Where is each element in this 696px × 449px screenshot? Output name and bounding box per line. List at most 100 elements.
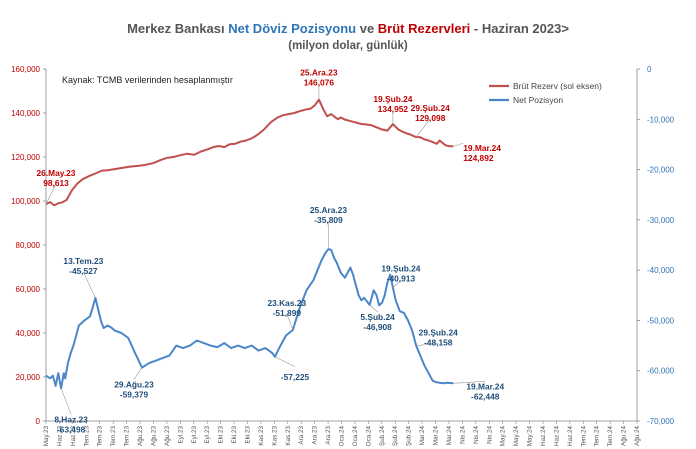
annotation-date: 25.Ara.23 xyxy=(310,205,348,215)
source-note: Kaynak: TCMB verilerinden hesaplanmıştır xyxy=(62,75,233,85)
annotation-date: 19.Mar.24 xyxy=(466,381,504,391)
annotation-value: -45,527 xyxy=(69,266,98,276)
x-tick-label: Ağu.24 xyxy=(621,426,628,446)
annotation-leader xyxy=(286,313,294,331)
x-tick-label: Şub.24 xyxy=(379,426,386,446)
x-tick-label: Ağu.23 xyxy=(150,426,157,446)
x-tick-label: Tem.23 xyxy=(124,426,131,447)
x-tick-label: Ara.23 xyxy=(312,426,319,445)
right-tick-label: -70,000 xyxy=(647,417,675,426)
x-tick-label: Mar.24 xyxy=(446,426,453,446)
right-tick-label: -60,000 xyxy=(647,367,675,376)
legend-reserve-label: Brüt Rezerv (sol eksen) xyxy=(513,81,602,91)
x-tick-label: Eki.23 xyxy=(218,426,225,444)
right-tick-label: -50,000 xyxy=(647,316,675,325)
x-tick-label: Oca.24 xyxy=(339,426,346,447)
annotation-leader xyxy=(133,367,143,380)
left-tick-label: 80,000 xyxy=(16,241,41,250)
x-tick-label: Nis.24 xyxy=(459,426,466,444)
annotation-value: -51,899 xyxy=(273,308,302,318)
annotation-leader xyxy=(415,118,431,138)
annotation-date: 5.Şub.24 xyxy=(360,312,395,322)
x-tick-label: Şub.24 xyxy=(406,426,413,446)
right-tick-label: -40,000 xyxy=(647,266,675,275)
annotation-value: 146,076 xyxy=(304,78,335,88)
x-tick-label: Kas.23 xyxy=(258,426,265,446)
annotation-date: 29.Şub.24 xyxy=(419,328,458,338)
left-tick-label: 120,000 xyxy=(11,153,40,162)
annotation-leader xyxy=(392,279,402,288)
x-tick-label: Haz.23 xyxy=(70,426,77,446)
title-prefix: Merkez Bankası xyxy=(127,21,228,36)
x-tick-label: Tem.24 xyxy=(607,426,614,447)
annotation-date: 26.May.23 xyxy=(37,168,76,178)
x-tick-label: Şub.24 xyxy=(392,426,399,446)
title-net-position: Net Döviz Pozisyonu xyxy=(228,21,356,36)
x-tick-label: Ağu.23 xyxy=(137,426,144,446)
x-tick-label: May.24 xyxy=(527,426,534,447)
annotation-value: 134,952 xyxy=(378,104,409,114)
x-tick-label: Haz.23 xyxy=(56,426,63,446)
annotation-date: 8.Haz.23 xyxy=(54,414,88,424)
annotation-value: 129,098 xyxy=(415,113,446,123)
annotation-date: 29.Şub.24 xyxy=(411,103,450,113)
chart-subtitle: (milyon dolar, günlük) xyxy=(288,40,408,52)
x-tick-label: Tem.23 xyxy=(83,426,90,447)
annotation-date: 19.Şub.24 xyxy=(381,264,420,274)
annotation-value: -62,448 xyxy=(471,391,500,401)
right-axis-ticks: 0 -10,000 -20,000 -30,000 -40,000 -50,000 -60,… xyxy=(637,65,675,426)
annotation-leader xyxy=(453,142,464,147)
x-tick-label: Kas.23 xyxy=(271,426,278,446)
left-tick-label: 60,000 xyxy=(16,285,41,294)
annotation-value: -35,809 xyxy=(314,215,343,225)
x-tick-label: Nis.24 xyxy=(486,426,493,444)
annotation-value: -63,498 xyxy=(57,424,86,434)
series-layer xyxy=(45,98,454,390)
x-tick-label: Ara.23 xyxy=(325,426,332,445)
x-tick-label: Eyl.23 xyxy=(177,426,184,444)
left-tick-label: 20,000 xyxy=(16,373,41,382)
left-tick-label: 140,000 xyxy=(11,109,40,118)
x-tick-label: Ağu.24 xyxy=(634,426,641,446)
annotation-date: 19.Şub.24 xyxy=(373,94,412,104)
annotation-leader xyxy=(453,380,486,384)
annotation-leader xyxy=(45,183,57,205)
x-tick-label: Eyl.23 xyxy=(204,426,211,444)
x-tick-label: Oca.24 xyxy=(352,426,359,447)
x-tick-label: May.24 xyxy=(500,426,507,447)
annotation-value: -57,225 xyxy=(281,372,310,382)
x-axis-ticks: May.23 Haz.23 Haz.23 Tem.23 Tem.23 Tem.23 Tem.… xyxy=(43,421,641,447)
annotation-date: 19.Mar.24 xyxy=(463,143,501,153)
x-tick-label: Tem.23 xyxy=(97,426,104,447)
annotation-value: 98,613 xyxy=(43,178,69,188)
x-tick-label: Haz.24 xyxy=(553,426,560,446)
x-tick-label: Eki.23 xyxy=(244,426,251,444)
x-tick-label: Tem.23 xyxy=(110,426,117,447)
x-tick-label: Tem.24 xyxy=(594,426,601,447)
x-tick-label: Mar.24 xyxy=(433,426,440,446)
annotation-date: 29.Ağu.23 xyxy=(114,380,154,390)
right-tick-label: 0 xyxy=(647,65,652,74)
annotation-value: 124,892 xyxy=(463,153,494,163)
left-tick-label: 40,000 xyxy=(16,329,41,338)
title-gross-reserves: Brüt Rezervleri xyxy=(378,21,470,36)
x-tick-label: Tem.24 xyxy=(580,426,587,447)
legend: Brüt Rezerv (sol eksen) Net Pozisyon xyxy=(489,81,602,105)
left-axis-ticks: 0 20,000 40,000 60,000 80,000 100,000 120,000 1… xyxy=(11,65,46,426)
title-middle: ve xyxy=(356,21,378,36)
left-tick-label: 100,000 xyxy=(11,197,40,206)
x-tick-label: Eyl.23 xyxy=(191,426,198,444)
annotation-leader xyxy=(60,388,72,415)
right-tick-label: -30,000 xyxy=(647,216,675,225)
annotation-date: 25.Ara.23 xyxy=(300,68,338,78)
x-tick-label: Ara.23 xyxy=(298,426,305,445)
annotation-value: -59,379 xyxy=(120,390,149,400)
title-suffix: - Haziran 2023> xyxy=(470,21,569,36)
annotation-value: -46,908 xyxy=(363,322,392,332)
annotation-layer: 26.May.2398,61325.Ara.23146,07619.Şub.24… xyxy=(37,68,505,435)
chart-title: Merkez Bankası Net Döviz Pozisyonu ve Br… xyxy=(127,21,569,36)
right-tick-label: -20,000 xyxy=(647,166,675,175)
x-tick-label: Mar.24 xyxy=(419,426,426,446)
series-line-brut-rezerv xyxy=(45,98,454,207)
